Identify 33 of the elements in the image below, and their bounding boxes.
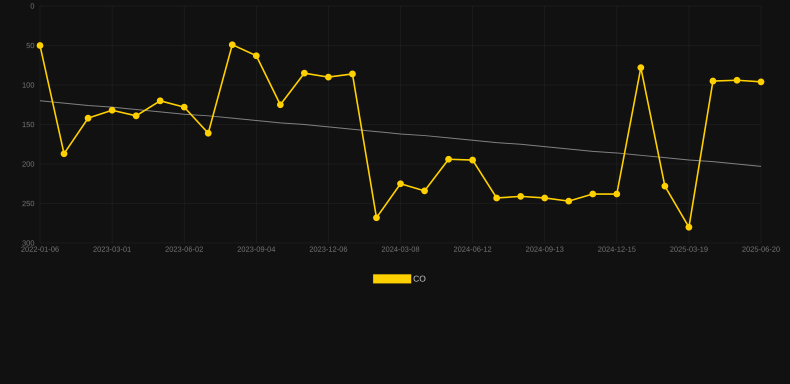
point: [397, 180, 404, 188]
point: [686, 224, 692, 231]
point: [204, 130, 212, 137]
point: [421, 187, 428, 194]
point: [156, 97, 164, 104]
point: [325, 74, 332, 80]
point: [252, 52, 260, 60]
point: [60, 150, 68, 158]
point: [276, 101, 284, 108]
point: [613, 190, 620, 198]
point: [589, 190, 596, 198]
legend-label: CO: [414, 276, 426, 282]
point: [349, 70, 356, 78]
point: [541, 194, 548, 202]
point: [469, 156, 476, 164]
point: [734, 76, 740, 84]
line-series: [40, 100, 762, 167]
point: [180, 104, 188, 111]
point: [36, 42, 44, 49]
point: [710, 78, 716, 84]
point: [84, 114, 92, 122]
point: [758, 78, 764, 86]
point: [493, 194, 500, 202]
point: [132, 112, 140, 120]
point: [108, 106, 116, 114]
point: [445, 156, 452, 163]
point: [300, 70, 308, 77]
point: [661, 182, 668, 190]
point: [565, 198, 572, 205]
point: [373, 214, 380, 222]
point: [517, 193, 524, 200]
point: [228, 41, 236, 48]
point: [637, 64, 644, 72]
